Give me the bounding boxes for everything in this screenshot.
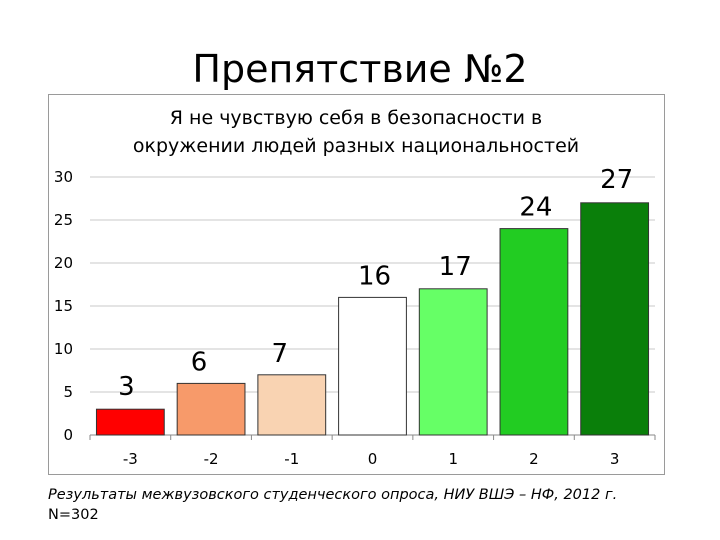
bar <box>257 374 327 436</box>
bar <box>176 382 246 436</box>
slide-title: Препятствие №2 <box>192 47 528 91</box>
chart-title-line-2: окружении людей разных национальностей <box>133 135 579 157</box>
y-tick-label: 0 <box>63 426 73 444</box>
data-label: 16 <box>358 261 391 291</box>
footnote: Результаты межвузовского студенческого о… <box>48 485 688 525</box>
x-tick-label: -3 <box>123 450 138 468</box>
data-label: 27 <box>600 165 633 195</box>
bar <box>418 288 488 436</box>
x-tick-label: -1 <box>284 450 299 468</box>
bar <box>95 408 165 436</box>
chart-title-line-1: Я не чувствую себя в безопасности в <box>170 107 542 129</box>
footnote-source: Результаты межвузовского студенческого о… <box>48 487 618 503</box>
data-label: 3 <box>118 372 135 402</box>
data-label: 7 <box>272 339 289 369</box>
x-tick-label: -2 <box>204 450 219 468</box>
data-label: 17 <box>439 252 472 282</box>
x-axis-ticks: -3 -2 -1 0 1 2 3 <box>89 435 656 468</box>
y-axis-ticks: 0 5 10 15 20 25 30 <box>54 168 73 444</box>
data-label: 6 <box>191 347 208 377</box>
footnote-sample-size: N=302 <box>48 507 99 523</box>
y-tick-label: 10 <box>54 340 73 358</box>
y-tick-label: 25 <box>54 211 73 229</box>
y-tick-label: 20 <box>54 254 73 272</box>
x-tick-label: 1 <box>448 450 458 468</box>
y-tick-label: 30 <box>54 168 73 186</box>
data-label: 24 <box>519 193 552 223</box>
y-tick-label: 5 <box>63 383 73 401</box>
bar <box>580 202 650 436</box>
x-tick-label: 2 <box>529 450 539 468</box>
x-tick-label: 0 <box>368 450 378 468</box>
bar <box>499 228 569 436</box>
data-labels: 3 6 7 16 17 24 27 <box>118 165 633 402</box>
bar <box>338 296 407 436</box>
y-tick-label: 15 <box>54 297 73 315</box>
bars <box>95 202 650 436</box>
x-tick-label: 3 <box>610 450 620 468</box>
